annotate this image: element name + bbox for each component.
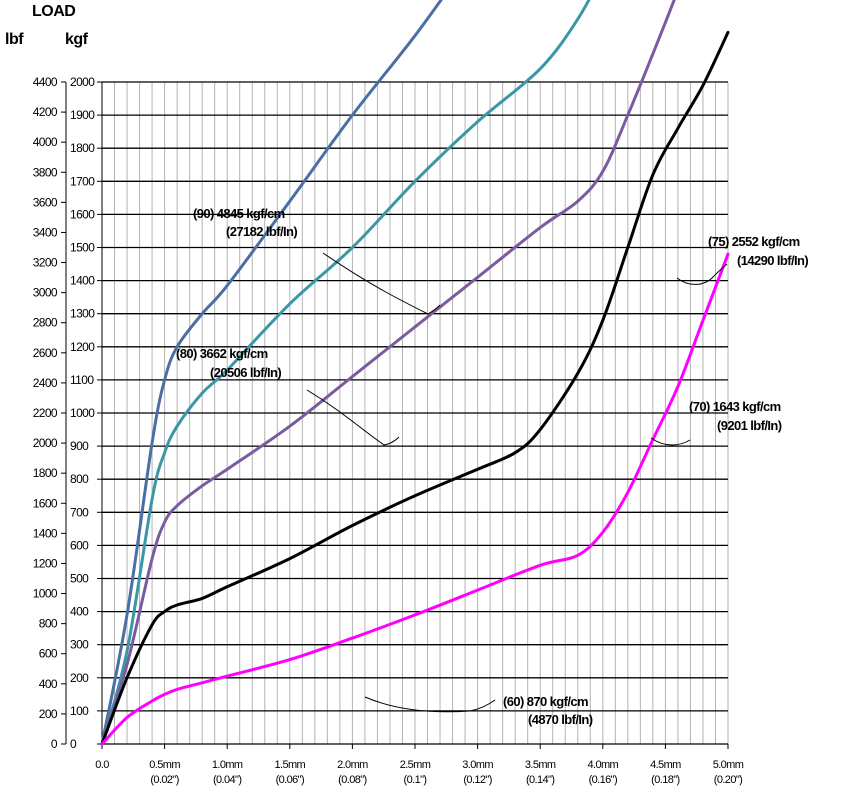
- x-tick-label: 2.0mm: [337, 759, 368, 771]
- annotation-leaders: [306, 252, 728, 713]
- x-tick-label: 0.0: [95, 759, 109, 771]
- y-tick-kgf-label: 1700: [70, 174, 95, 188]
- y-tick-lbf-label: 800: [39, 617, 58, 631]
- grid: [101, 81, 729, 744]
- y-tick-kgf-label: 2000: [70, 75, 95, 89]
- y-tick-kgf-label: 1100: [70, 373, 94, 387]
- y-tick-kgf-label: 0: [70, 737, 77, 751]
- y-tick-lbf-label: 2600: [33, 346, 58, 360]
- y-tick-lbf-label: 600: [39, 647, 58, 661]
- y-axis-label-lbf: lbf: [5, 31, 24, 48]
- annotations: (90) 4845 kgf/cm (27182 lbf/In) (80) 366…: [176, 206, 809, 727]
- annotation-60-line1: (60) 870 kgf/cm: [503, 694, 588, 709]
- x-tick-label-inch: (0.04"): [213, 774, 241, 786]
- x-tick-label-inch: (0.02"): [150, 774, 178, 786]
- leader-70: [650, 437, 691, 446]
- annotation-75-line1: (75) 2552 kgf/cm: [708, 234, 800, 249]
- y-tick-lbf-label: 3800: [33, 165, 58, 179]
- y-tick-lbf-label: 3200: [33, 256, 58, 270]
- y-tick-kgf-label: 300: [70, 638, 89, 652]
- y-tick-lbf-label: 4400: [33, 75, 58, 89]
- y-tick-kgf-label: 500: [70, 572, 89, 586]
- leader-60: [364, 696, 496, 713]
- annotation-60-line2: (4870 lbf/In): [528, 712, 593, 727]
- x-tick-label-inch: (0.12"): [463, 774, 491, 786]
- y-tick-kgf-label: 400: [70, 605, 89, 619]
- y-tick-lbf-label: 1400: [33, 526, 58, 540]
- annotation-80-line2: (20506 lbf/In): [210, 365, 281, 380]
- y-ticks-kgf: 0 100 200 300 400 500 600 700 800 900 1000 1100 1200…: [70, 75, 102, 751]
- annotation-90-line1: (90) 4845 kgf/cm: [193, 206, 285, 221]
- y-tick-lbf-label: 3400: [33, 225, 58, 239]
- y-tick-kgf-label: 200: [70, 671, 89, 685]
- y-tick-kgf-label: 1200: [70, 340, 95, 354]
- x-tick-label: 5.0mm: [713, 759, 744, 771]
- y-tick-lbf-label: 2400: [33, 376, 58, 390]
- y-tick-kgf-label: 900: [70, 439, 89, 453]
- annotation-70-line2: (9201 lbf/In): [717, 418, 782, 433]
- x-tick-label-inch: (0.06"): [276, 774, 304, 786]
- y-tick-kgf-label: 1400: [70, 274, 95, 288]
- annotation-90-line2: (27182 lbf/In): [226, 224, 297, 239]
- y-tick-lbf-label: 1000: [33, 587, 58, 601]
- series-line-90: [100, 0, 443, 746]
- y-tick-kgf-label: 1000: [70, 406, 95, 420]
- chart-title: LOAD: [32, 3, 75, 20]
- y-tick-lbf-label: 2200: [33, 406, 58, 420]
- x-tick-label: 2.5mm: [400, 759, 431, 771]
- x-tick-label-inch: (0.18"): [651, 774, 679, 786]
- y-tick-lbf-label: 1800: [33, 466, 58, 480]
- y-tick-lbf-label: 2000: [33, 436, 58, 450]
- y-tick-kgf-label: 600: [70, 538, 89, 552]
- x-tick-label: 1.0mm: [212, 759, 243, 771]
- x-tick-label: 4.5mm: [650, 759, 681, 771]
- y-tick-kgf-label: 1800: [70, 141, 95, 155]
- y-tick-lbf-label: 0: [51, 737, 58, 751]
- y-tick-kgf-label: 1500: [70, 241, 95, 255]
- leader-75: [676, 263, 728, 285]
- x-tick-label: 3.0mm: [462, 759, 493, 771]
- x-tick-label-inch: (0.16"): [589, 774, 617, 786]
- y-tick-kgf-label: 700: [70, 505, 89, 519]
- annotation-70-line1: (70) 1643 kgf/cm: [689, 399, 781, 414]
- y-axis-label-kgf: kgf: [65, 31, 89, 48]
- y-tick-lbf-label: 1600: [33, 496, 58, 510]
- x-ticks: 0.0 0.5mm (0.02") 1.0mm (0.04") 1.5mm (0.06") 2…: [95, 744, 744, 786]
- y-tick-lbf-label: 1200: [33, 556, 58, 570]
- y-tick-lbf-label: 3000: [33, 286, 58, 300]
- x-tick-label: 4.0mm: [587, 759, 618, 771]
- annotation-80-line1: (80) 3662 kgf/cm: [176, 346, 268, 361]
- annotation-75-line2: (14290 lbf/In): [737, 253, 808, 268]
- series-line-75: [100, 0, 676, 746]
- y-tick-lbf-label: 200: [39, 707, 58, 721]
- y-tick-kgf-label: 1300: [70, 307, 95, 321]
- y-tick-kgf-label: 1600: [70, 207, 95, 221]
- y-tick-lbf-label: 2800: [33, 316, 58, 330]
- y-tick-lbf-label: 3600: [33, 195, 58, 209]
- x-tick-label-inch: (0.20"): [714, 774, 742, 786]
- leader-90: [322, 252, 441, 315]
- y-tick-lbf-label: 4200: [33, 105, 58, 119]
- y-ticks-lbf: 0 200 400 600 800 1000 1200 1400 1600 1800 2000 220…: [33, 75, 66, 751]
- y-tick-lbf-label: 4000: [33, 135, 58, 149]
- series-line-70: [100, 30, 730, 746]
- x-tick-label: 1.5mm: [274, 759, 305, 771]
- y-tick-lbf-label: 400: [39, 677, 58, 691]
- y-tick-kgf-label: 800: [70, 472, 89, 486]
- series-line-80: [100, 0, 591, 746]
- x-tick-label-inch: (0.08"): [338, 774, 366, 786]
- y-tick-kgf-label: 1900: [70, 108, 95, 122]
- y-tick-kgf-label: 100: [70, 704, 89, 718]
- x-tick-label-inch: (0.1"): [404, 774, 427, 786]
- x-tick-label: 3.5mm: [525, 759, 556, 771]
- x-tick-label-inch: (0.14"): [526, 774, 554, 786]
- x-tick-label: 0.5mm: [149, 759, 180, 771]
- leader-80: [306, 389, 400, 446]
